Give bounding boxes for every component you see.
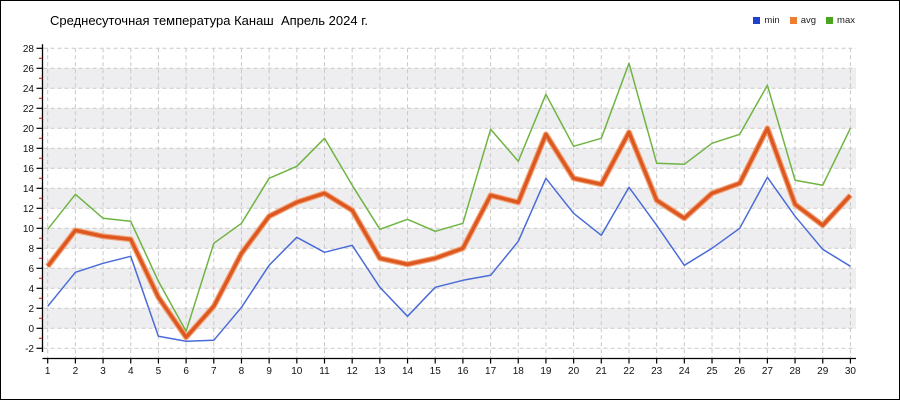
x-tick-label: 13 (374, 366, 386, 377)
x-tick-label: 2 (73, 366, 79, 377)
x-tick-label: 9 (266, 366, 272, 377)
avg-swatch (789, 17, 797, 24)
x-tick-label: 25 (706, 366, 718, 377)
x-tick-label: 30 (845, 366, 857, 377)
x-tick-label: 14 (402, 366, 414, 377)
x-tick-label: 15 (430, 366, 442, 377)
x-tick-label: 24 (679, 366, 691, 377)
x-tick-label: 16 (457, 366, 469, 377)
y-tick-label: -2 (25, 344, 34, 355)
x-tick-label: 18 (513, 366, 525, 377)
y-tick-label: 26 (23, 64, 35, 75)
x-tick-label: 23 (651, 366, 663, 377)
x-tick-label: 17 (485, 366, 497, 377)
y-tick-label: 10 (23, 224, 35, 235)
legend-max-label: max (837, 15, 855, 26)
y-tick-label: 6 (28, 264, 34, 275)
plot-stripe (43, 268, 856, 289)
y-tick-label: 20 (23, 124, 35, 135)
x-tick-label: 26 (734, 366, 746, 377)
legend: min avg max (753, 15, 855, 26)
x-tick-label: 10 (291, 366, 303, 377)
x-tick-label: 28 (789, 366, 801, 377)
chart-title: Среднесуточная температура Канаш Апрель … (50, 13, 368, 28)
x-tick-label: 4 (128, 366, 134, 377)
plot-stripe (43, 188, 856, 209)
y-tick-label: 0 (28, 324, 34, 335)
avg-line (46, 126, 852, 339)
y-tick-label: 14 (23, 184, 35, 195)
max-swatch (826, 17, 834, 24)
plot-stripe (43, 148, 856, 169)
legend-item-max: max (826, 15, 855, 26)
x-tick-label: 8 (239, 366, 245, 377)
x-tick-label: 1 (45, 366, 51, 377)
y-tick-label: 8 (28, 244, 34, 255)
y-tick-label: 18 (23, 144, 35, 155)
x-tick-label: 21 (596, 366, 608, 377)
x-tick-label: 20 (568, 366, 580, 377)
x-tick-label: 22 (623, 366, 635, 377)
plot-stripe (43, 68, 856, 89)
plot-stripe (43, 228, 856, 249)
x-tick-label: 27 (762, 366, 774, 377)
min-swatch (753, 17, 761, 24)
legend-item-min: min (753, 15, 780, 26)
y-tick-label: 22 (23, 104, 35, 115)
plot-stripe (43, 108, 856, 129)
max-line (47, 62, 852, 333)
x-tick-label: 19 (540, 366, 552, 377)
y-tick-label: 24 (23, 84, 35, 95)
y-tick-label: 16 (23, 164, 35, 175)
y-tick-label: 12 (23, 204, 35, 215)
x-tick-label: 29 (817, 366, 829, 377)
x-tick-label: 5 (156, 366, 162, 377)
x-tick-label: 11 (319, 366, 330, 377)
x-tick-label: 12 (347, 366, 359, 377)
legend-item-avg: avg (789, 15, 817, 26)
legend-avg-label: avg (800, 15, 817, 26)
legend-min-label: min (764, 15, 780, 26)
y-tick-label: 2 (28, 304, 34, 315)
y-tick-label: 4 (28, 284, 34, 295)
x-tick-label: 3 (100, 366, 106, 377)
x-tick-label: 7 (211, 366, 217, 377)
min-line (47, 176, 851, 343)
x-tick-label: 6 (183, 366, 189, 377)
plot-stripe (43, 308, 856, 329)
y-tick-label: 28 (23, 44, 35, 55)
